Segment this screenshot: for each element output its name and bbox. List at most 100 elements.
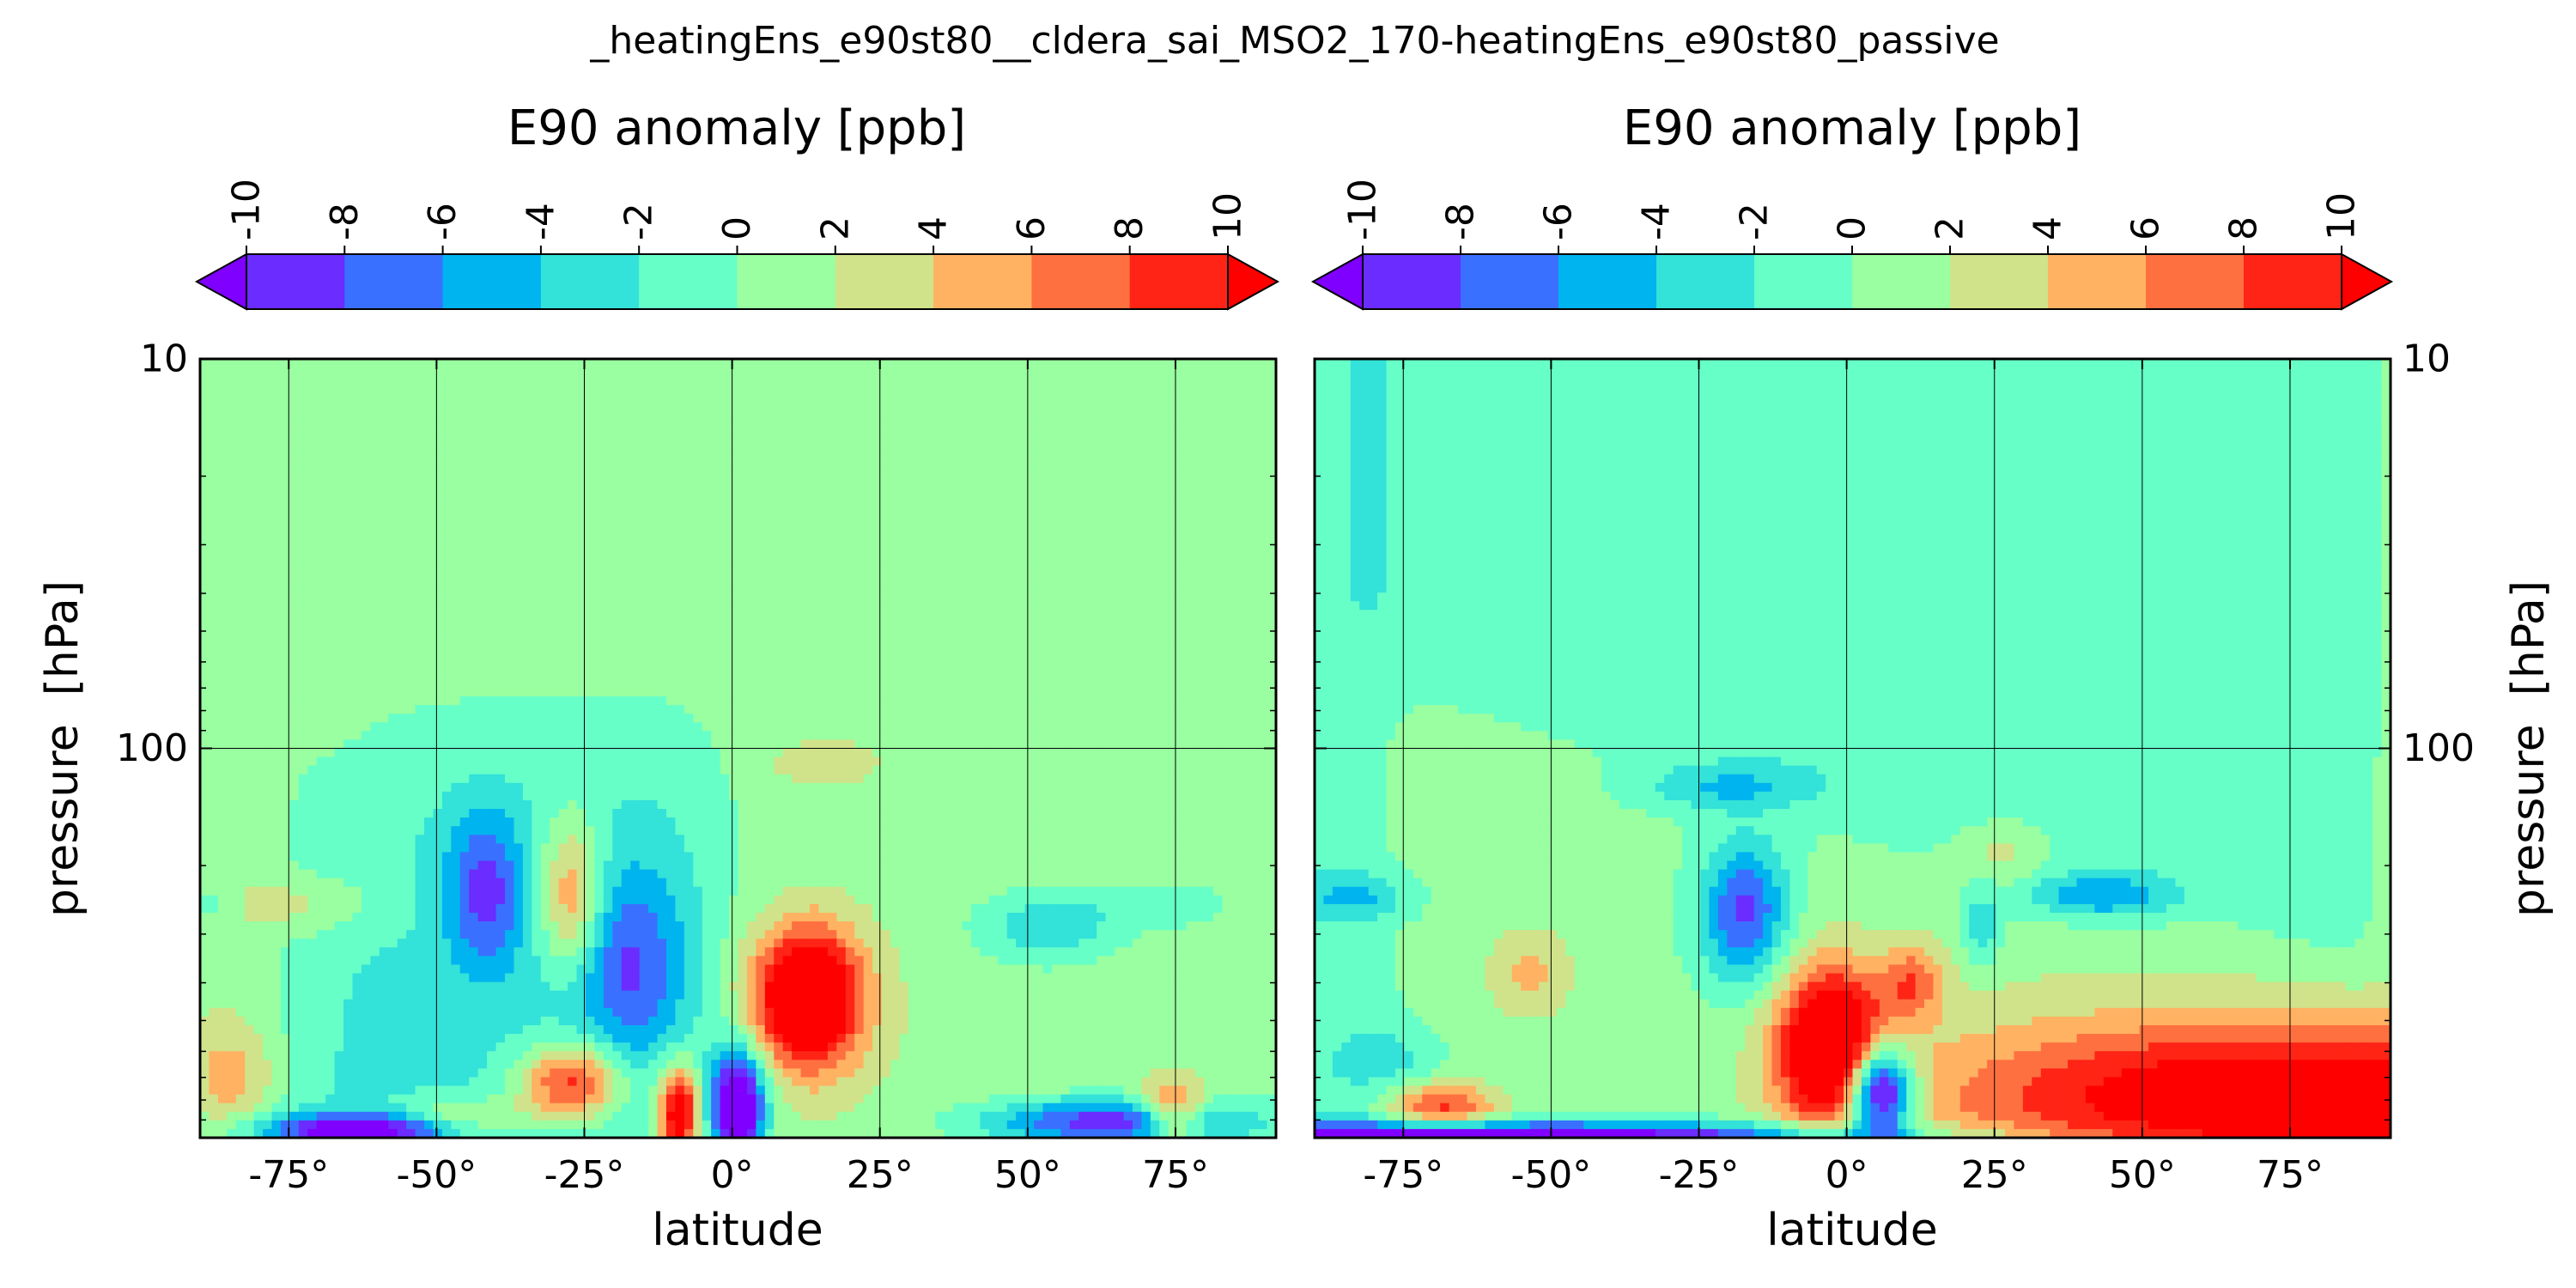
field-cell xyxy=(729,644,739,654)
field-cell xyxy=(603,436,613,447)
field-cell xyxy=(513,497,524,507)
field-cell xyxy=(657,480,667,489)
field-cell xyxy=(1123,705,1133,714)
field-cell xyxy=(451,532,461,542)
field-cell xyxy=(675,670,685,680)
field-cell xyxy=(424,489,434,498)
field-cell xyxy=(729,592,739,602)
field-cell xyxy=(1204,592,1214,602)
field-cell xyxy=(352,385,362,394)
field-cell xyxy=(639,557,649,568)
field-cell xyxy=(702,402,712,412)
field-cell xyxy=(702,696,712,706)
field-cell xyxy=(550,402,560,412)
field-cell xyxy=(729,549,739,559)
field-cell xyxy=(495,653,506,663)
field-cell xyxy=(774,453,784,464)
field-cell xyxy=(263,489,273,498)
field-cell xyxy=(657,661,667,671)
field-cell xyxy=(1006,661,1017,671)
field-cell xyxy=(890,480,901,489)
field-cell xyxy=(1267,514,1276,525)
field-cell xyxy=(899,453,909,464)
field-cell xyxy=(1078,471,1089,481)
field-cell xyxy=(1060,523,1071,533)
field-cell xyxy=(899,445,909,455)
field-cell xyxy=(720,514,730,525)
field-cell xyxy=(980,376,990,386)
field-cell xyxy=(550,678,560,689)
field-cell xyxy=(890,428,901,438)
field-cell xyxy=(1016,644,1026,654)
field-cell xyxy=(1016,436,1026,447)
field-cell xyxy=(1006,497,1017,507)
field-cell xyxy=(459,506,470,515)
field-cell xyxy=(1115,359,1125,368)
field-cell xyxy=(792,436,802,447)
field-cell xyxy=(209,532,219,542)
field-cell xyxy=(217,574,228,585)
field-cell xyxy=(1230,687,1241,697)
field-cell xyxy=(307,618,318,629)
field-cell xyxy=(568,385,578,394)
field-cell xyxy=(639,419,649,429)
field-cell xyxy=(782,653,793,663)
field-cell xyxy=(568,436,578,447)
field-cell xyxy=(217,601,228,611)
field-cell xyxy=(908,376,918,386)
field-cell xyxy=(1123,376,1133,386)
field-cell xyxy=(683,471,694,481)
field-cell xyxy=(1150,410,1160,421)
field-cell xyxy=(1267,428,1276,438)
field-cell xyxy=(1186,523,1196,533)
field-cell xyxy=(568,557,578,568)
field-cell xyxy=(630,618,641,629)
field-cell xyxy=(1078,462,1089,472)
field-cell xyxy=(1240,687,1250,697)
field-cell xyxy=(289,592,300,602)
field-cell xyxy=(729,471,739,481)
field-cell xyxy=(962,610,972,619)
field-cell xyxy=(1168,453,1178,464)
field-cell xyxy=(1016,506,1026,515)
field-cell xyxy=(1132,393,1142,403)
field-cell xyxy=(451,428,461,438)
field-cell xyxy=(1267,574,1276,585)
field-cell xyxy=(683,566,694,576)
field-cell xyxy=(1204,644,1214,654)
field-cell xyxy=(343,385,354,394)
field-cell xyxy=(505,696,515,706)
field-cell xyxy=(1222,696,1232,706)
field-cell xyxy=(459,653,470,663)
field-cell xyxy=(325,540,336,550)
field-cell xyxy=(1087,471,1097,481)
field-cell xyxy=(576,557,586,568)
field-cell xyxy=(1230,627,1241,637)
field-cell xyxy=(352,670,362,680)
field-cell xyxy=(1132,644,1142,654)
field-cell xyxy=(1132,385,1142,394)
field-cell xyxy=(926,376,936,386)
field-cell xyxy=(1186,627,1196,637)
field-cell xyxy=(280,661,291,671)
field-cell xyxy=(316,678,326,689)
field-cell xyxy=(1249,514,1259,525)
field-cell xyxy=(379,445,389,455)
field-cell xyxy=(693,471,703,481)
field-cell xyxy=(863,653,873,663)
field-cell xyxy=(603,540,613,550)
field-cell xyxy=(558,376,568,386)
field-cell xyxy=(441,584,452,593)
field-cell xyxy=(289,445,300,455)
field-cell xyxy=(1016,549,1026,559)
field-cell xyxy=(729,489,739,498)
field-cell xyxy=(325,627,336,637)
field-cell xyxy=(469,532,479,542)
field-cell xyxy=(1240,385,1250,394)
field-cell xyxy=(540,410,550,421)
field-cell xyxy=(639,678,649,689)
field-cell xyxy=(782,462,793,472)
field-cell xyxy=(944,489,954,498)
field-cell xyxy=(1087,574,1097,585)
field-cell xyxy=(1060,627,1071,637)
